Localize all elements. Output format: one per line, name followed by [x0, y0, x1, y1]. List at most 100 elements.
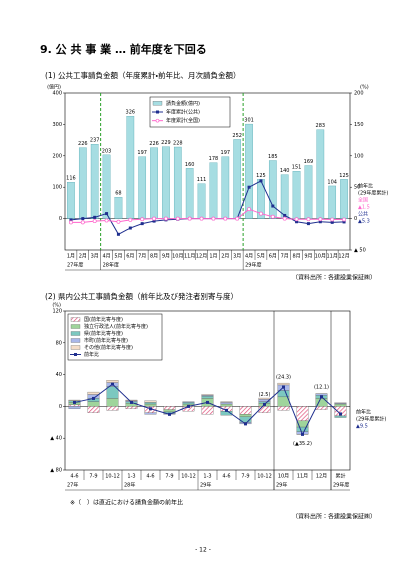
y-tick-label: 80 [56, 340, 62, 346]
marker [295, 220, 299, 224]
line [70, 208, 345, 223]
bar [144, 403, 157, 407]
x-tick-label: 10月 [315, 254, 326, 260]
side-note: 前年比 [356, 409, 371, 416]
x-group-label: 27年 [67, 482, 78, 489]
bar [87, 401, 100, 407]
value-label: (12.1) [314, 384, 329, 390]
y-tick-label: 100 [52, 185, 62, 191]
marker [282, 216, 287, 221]
legend-label: 年度累計(全国) [166, 117, 200, 124]
bar [221, 156, 230, 219]
x-tick-label: 12月 [338, 254, 349, 260]
x-group-label: 29年 [200, 482, 211, 489]
legend-label: 県(前年比寄与度) [84, 330, 123, 337]
x-tick-label: 12月 [196, 254, 207, 260]
y-tick-label: 120 [52, 309, 62, 315]
bar [277, 382, 290, 386]
bar [87, 406, 100, 413]
y2-tick-label: ▲ 50 [354, 248, 366, 254]
bar-value-label: 283 [316, 123, 326, 129]
y-tick-label: 300 [52, 122, 62, 128]
bar [315, 406, 328, 410]
value-label: (24.3) [276, 375, 291, 381]
bar [233, 139, 242, 219]
legend-swatch [70, 338, 81, 343]
source: （資料出所：各建設業保証㈱） [292, 274, 376, 282]
legend-box [67, 313, 163, 361]
marker [247, 207, 252, 212]
marker [69, 218, 73, 222]
bar-value-label: 226 [78, 141, 88, 147]
bar-value-label: 125 [256, 173, 266, 179]
legend-swatch [70, 345, 81, 350]
marker [318, 217, 323, 222]
y-tick-label: 40 [56, 372, 62, 378]
marker [330, 217, 335, 222]
x-group-label: 29年 [276, 482, 287, 489]
bar [340, 179, 348, 219]
x-tick-label: 8月 [292, 254, 300, 260]
bar [220, 403, 233, 407]
y2-tick-label: 150 [354, 122, 364, 128]
marker [168, 412, 171, 416]
marker [68, 220, 73, 225]
y-tick-label: ▲ 80 [50, 468, 62, 474]
bar-value-label: 116 [66, 176, 76, 182]
x-tick-label: 4月 [102, 254, 110, 260]
marker [271, 204, 275, 208]
marker [259, 179, 263, 183]
marker [247, 185, 251, 189]
value-label: (▲35.2) [293, 441, 312, 447]
x-tick-label: 11月 [184, 254, 195, 260]
bar [125, 406, 138, 409]
legend-label: 請負金額(億円) [166, 100, 200, 107]
side-note: 前年比 [358, 183, 373, 190]
y2-tick-label: 100 [354, 153, 364, 159]
bar [220, 402, 233, 405]
y2-tick-label: 0 [354, 216, 357, 222]
bar-value-label: 125 [339, 173, 349, 179]
x-tick-label: 4-6 [146, 474, 154, 480]
marker [187, 404, 190, 408]
marker [320, 395, 323, 399]
legend-label: 前年比 [84, 351, 99, 358]
y2-tick-label: 200 [354, 91, 364, 97]
x-group-label: 29年度 [245, 262, 261, 269]
legend-marker [156, 110, 159, 114]
bar [201, 406, 214, 415]
marker [149, 407, 152, 411]
bar [296, 406, 309, 421]
page-number: - 12 - [195, 547, 211, 554]
marker [342, 220, 346, 224]
side-note: ▲9.5 [356, 424, 368, 430]
x-tick-label: 7-9 [89, 474, 97, 480]
note: ※（ ）は直近における請負金額の前年比 [70, 499, 183, 507]
marker [81, 217, 85, 221]
x-tick-label: 10-12 [105, 474, 120, 480]
side-note: (29年度累計) [358, 190, 388, 197]
side-note: (29年度累計) [356, 416, 386, 423]
page-title: 9. 公 共 事 業 … 前年度を下回る [40, 42, 207, 56]
x-tick-label: 12月 [316, 474, 327, 480]
bar [277, 406, 290, 411]
legend-swatch [70, 331, 81, 336]
x-tick-label: 9月 [162, 254, 170, 260]
bar-value-label: 301 [244, 118, 254, 124]
bar [239, 406, 252, 415]
bar [209, 162, 218, 219]
marker [116, 219, 121, 224]
bar [78, 147, 87, 219]
bar [144, 400, 157, 403]
bar [257, 179, 265, 219]
marker [187, 216, 192, 221]
marker [105, 212, 109, 216]
marker [244, 422, 247, 426]
y2-unit: (%) [360, 85, 369, 91]
bar [334, 415, 347, 418]
legend-label: 独立行政法人(前年比寄与度) [84, 323, 148, 330]
bar-value-label: 237 [90, 138, 100, 144]
bar [87, 391, 100, 395]
marker [116, 232, 120, 236]
